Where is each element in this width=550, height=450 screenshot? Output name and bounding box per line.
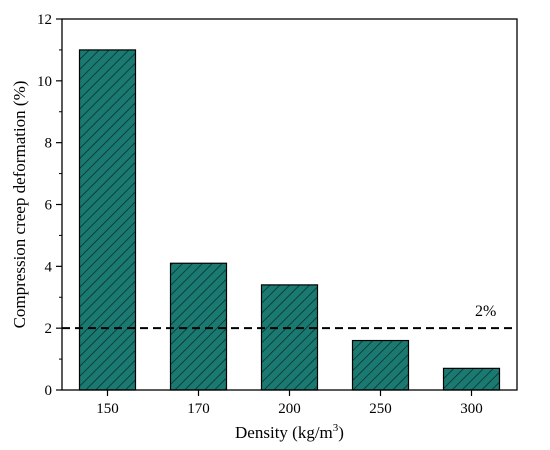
y-tick-label-8: 8 [45,136,53,152]
y-tick-label-6: 6 [45,198,53,214]
x-axis-title-main: Density (kg/m [235,423,333,442]
x-tick-label-250: 250 [369,401,392,417]
y-tick-label-2: 2 [45,321,53,337]
y-axis-ticks: 0 2 4 6 8 10 12 [37,12,62,399]
x-axis-ticks: 150 170 200 250 300 [96,390,483,417]
bar-170 [169,262,228,391]
x-tick-label-200: 200 [278,401,301,417]
bars-group [78,49,501,391]
y-axis-title: Compression creep deformation (%) [10,81,29,329]
y-tick-label-10: 10 [37,74,52,90]
bar-200 [260,284,319,391]
x-axis-title-superscript: 3 [333,422,339,434]
reference-line-label: 2% [475,303,496,320]
x-tick-label-170: 170 [187,401,210,417]
y-tick-label-12: 12 [37,12,52,28]
x-axis-title: Density (kg/m3) [235,422,344,442]
x-axis-title-suffix: ) [338,423,344,442]
x-tick-label-300: 300 [460,401,483,417]
bar-150 [78,49,137,391]
y-tick-label-4: 4 [45,259,53,275]
bar-250 [351,339,410,391]
y-tick-label-0: 0 [45,383,53,399]
bar-300 [442,367,501,391]
x-tick-label-150: 150 [96,401,119,417]
